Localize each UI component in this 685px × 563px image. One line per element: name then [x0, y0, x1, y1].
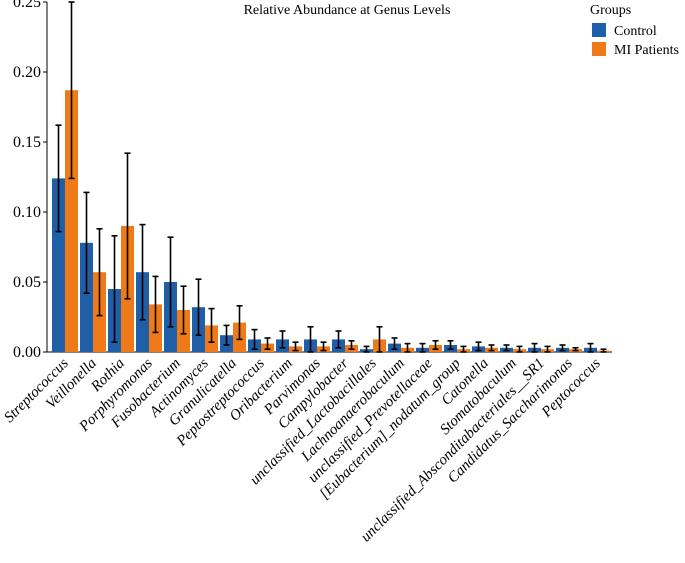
- error-bar: [488, 344, 495, 352]
- error-bar: [96, 228, 103, 317]
- error-bar: [600, 348, 607, 353]
- bar-control: [52, 178, 65, 352]
- error-bar: [447, 339, 454, 351]
- error-bar: [167, 236, 174, 328]
- error-bar: [195, 278, 202, 337]
- error-bar: [152, 275, 159, 334]
- error-bar: [83, 191, 90, 295]
- y-tick-label: 0.05: [13, 274, 41, 291]
- legend-label-mi-patients: MI Patients: [614, 43, 679, 58]
- error-bar: [572, 346, 579, 352]
- error-bar: [391, 337, 398, 351]
- error-bar: [335, 330, 342, 349]
- error-bar: [251, 328, 258, 351]
- error-bar: [139, 223, 146, 321]
- error-bar: [475, 341, 482, 352]
- chart-title: Relative Abundance at Genus Levels: [244, 3, 451, 18]
- error-bar: [208, 307, 215, 344]
- error-bar: [531, 342, 538, 353]
- error-bar: [68, 1, 75, 180]
- bar-mi-patients: [65, 90, 78, 352]
- error-bar: [55, 124, 62, 233]
- error-bar: [320, 341, 327, 352]
- error-bar: [292, 341, 299, 352]
- y-tick-label: 0.20: [13, 64, 41, 81]
- error-bar: [587, 342, 594, 353]
- y-tick-label: 0.25: [13, 0, 41, 11]
- error-bar: [460, 345, 467, 353]
- y-tick-label: 0.15: [13, 134, 41, 151]
- legend-swatch-mi-patients: [592, 42, 606, 56]
- error-bar: [111, 235, 118, 344]
- error-bar: [124, 152, 131, 300]
- error-bar: [264, 337, 271, 351]
- error-bar: [404, 342, 411, 353]
- y-axis: 0.00 0.05 0.10 0.15 0.20 0.25: [13, 0, 48, 361]
- error-bar: [363, 345, 370, 353]
- error-bar: [348, 339, 355, 351]
- error-bar: [516, 345, 523, 353]
- error-bar: [432, 339, 439, 351]
- error-bar: [544, 345, 551, 353]
- error-bar: [223, 324, 230, 346]
- error-bar: [180, 285, 187, 335]
- bars: [52, 1, 610, 353]
- legend-title: Groups: [590, 3, 631, 18]
- legend-swatch-control: [592, 23, 606, 37]
- error-bar: [279, 330, 286, 349]
- error-bar: [236, 304, 243, 341]
- error-bar: [376, 325, 383, 353]
- x-axis-labels: StreptococcusVeillonellaRothiaPorphyromo…: [1, 355, 604, 545]
- error-bar: [503, 344, 510, 352]
- y-tick-label: 0.10: [13, 204, 41, 221]
- error-bar: [419, 342, 426, 353]
- y-tick-label: 0.00: [13, 344, 41, 361]
- legend: Groups Control MI Patients: [590, 3, 679, 58]
- error-bar: [559, 344, 566, 352]
- legend-label-control: Control: [614, 24, 657, 39]
- bar-control: [80, 242, 93, 352]
- error-bar: [307, 325, 314, 353]
